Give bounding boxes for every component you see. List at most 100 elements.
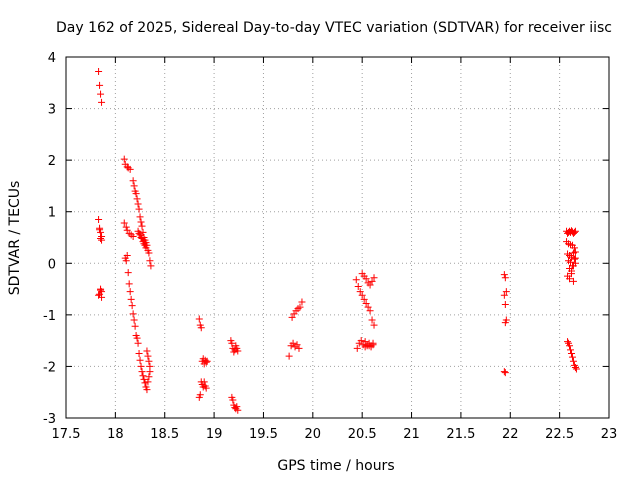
data-point (138, 222, 146, 230)
data-point (352, 276, 360, 284)
data-point (144, 352, 152, 360)
data-point (122, 257, 130, 265)
data-point (568, 353, 576, 361)
data-point (566, 342, 574, 350)
data-point (141, 379, 149, 387)
data-point (98, 98, 106, 106)
x-tick-label: 20 (305, 427, 322, 442)
data-point (298, 298, 306, 306)
data-point (137, 218, 145, 226)
data-point (146, 257, 154, 265)
data-point (369, 339, 377, 347)
data-point (126, 288, 134, 296)
data-point (500, 291, 508, 299)
data-point (572, 365, 580, 373)
data-point (362, 275, 370, 283)
data-point (203, 357, 211, 365)
x-tick-label: 19.5 (249, 427, 278, 442)
data-point (571, 363, 579, 371)
data-point (571, 259, 579, 267)
data-point (97, 90, 105, 98)
data-point (144, 378, 152, 386)
x-tick-label: 21.5 (446, 427, 475, 442)
data-point (234, 347, 242, 355)
data-point (366, 307, 374, 315)
data-point (126, 165, 134, 173)
data-point (124, 269, 132, 277)
data-point (125, 280, 133, 288)
data-point (567, 350, 575, 358)
data-point (196, 391, 204, 399)
grid-lines (66, 57, 609, 418)
data-point (137, 234, 145, 241)
data-point (367, 343, 375, 351)
data-point (564, 338, 572, 346)
y-tick-label: -1 (43, 309, 56, 324)
x-tick-label: 17.5 (52, 427, 81, 442)
data-point (500, 271, 508, 279)
data-point (95, 215, 103, 223)
data-point (501, 369, 509, 377)
data-point (202, 384, 210, 392)
data-point (360, 295, 368, 303)
data-point (571, 248, 579, 256)
y-tick-label: -2 (43, 360, 56, 375)
data-point (135, 205, 143, 213)
x-tick-label: 20.5 (348, 427, 377, 442)
data-point (129, 232, 137, 240)
data-point (130, 316, 138, 324)
x-tick-label: 22.5 (545, 427, 574, 442)
data-point (129, 310, 137, 318)
data-point (140, 375, 148, 383)
data-points (95, 67, 580, 414)
data-point (368, 316, 376, 324)
y-tick-label: 2 (48, 154, 56, 169)
data-point (357, 337, 365, 345)
data-point (566, 346, 574, 354)
x-tick-label: 22 (502, 427, 519, 442)
data-point (358, 291, 366, 299)
data-point (134, 200, 142, 208)
y-tick-label: 1 (48, 206, 56, 221)
data-point (356, 288, 364, 296)
data-point (570, 255, 578, 263)
data-point (128, 302, 136, 310)
y-axis-label: SDTVAR / TECUs (7, 181, 23, 296)
data-point (140, 240, 148, 248)
data-point (502, 288, 510, 296)
data-point (129, 177, 137, 185)
data-point (368, 277, 376, 285)
x-tick-label: 19 (206, 427, 223, 442)
data-point (195, 315, 203, 323)
data-point (570, 244, 578, 252)
data-point (366, 281, 374, 289)
data-point (143, 347, 151, 355)
data-point (137, 362, 145, 370)
data-point (288, 313, 296, 321)
y-tick-label: -3 (43, 412, 56, 427)
data-point (135, 229, 143, 237)
y-tick-label: 3 (48, 103, 56, 118)
chart-title: Day 162 of 2025, Sidereal Day-to-day VTE… (56, 20, 612, 36)
data-point (136, 356, 144, 364)
data-point (97, 235, 105, 243)
data-point (134, 339, 142, 347)
data-point (285, 352, 293, 360)
data-point (135, 350, 143, 358)
data-point (143, 386, 151, 394)
x-tick-label: 21 (403, 427, 420, 442)
x-axis-label: GPS time / hours (277, 458, 394, 474)
data-point (370, 321, 378, 329)
data-point (145, 249, 153, 257)
data-point (139, 372, 147, 380)
data-point (501, 274, 509, 282)
data-point (353, 344, 361, 352)
x-tick-label: 23 (601, 427, 618, 442)
data-point (296, 303, 304, 311)
data-point (501, 301, 509, 309)
data-point (120, 155, 128, 163)
x-tick-label: 18.5 (150, 427, 179, 442)
data-point (571, 227, 579, 235)
data-point (136, 213, 144, 221)
